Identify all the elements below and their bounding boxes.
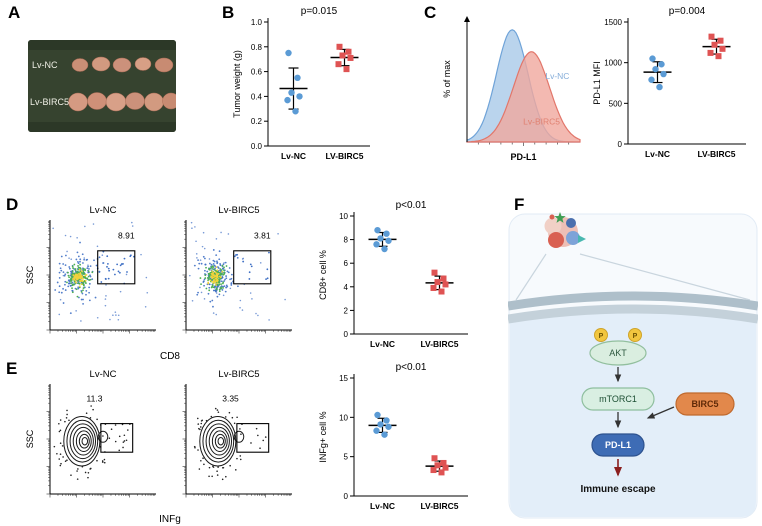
photo-row2-label: Lv-BIRC5 — [30, 97, 69, 107]
svg-text:Lv-NC: Lv-NC — [90, 205, 117, 216]
tumor-row-nc — [71, 56, 174, 73]
panel-d-label: D — [6, 195, 19, 214]
zoom-line-left — [515, 253, 547, 301]
tumor-photo-image: Lv-NC Lv-BIRC5 — [28, 40, 176, 132]
infg-percent-plot: 0 5 10 15 INFg+ cell % p<0.01 Lv-NC LV-BIRC5 — [318, 362, 468, 511]
svg-text:INFg+ cell %: INFg+ cell % — [318, 411, 328, 462]
svg-text:p=0.015: p=0.015 — [301, 6, 338, 17]
mtorc1-node: mTORC1 — [581, 387, 655, 411]
svg-text:Lv-BIRC5: Lv-BIRC5 — [218, 369, 259, 380]
svg-text:0: 0 — [344, 330, 349, 339]
membrane-outer-layer — [508, 291, 758, 311]
svg-text:11.3: 11.3 — [87, 394, 103, 404]
immune-escape-label: Immune escape — [580, 484, 655, 495]
mtorc1-label: mTORC1 — [599, 394, 637, 404]
svg-text:8.91: 8.91 — [118, 231, 135, 241]
membrane-inner-layer — [508, 304, 758, 324]
cytoplasm-region — [510, 306, 756, 517]
svg-text:Lv-NC: Lv-NC — [645, 149, 670, 159]
flow-plot-cd8-nc: Lv-NC SSC 8.91 — [25, 205, 156, 334]
svg-text:10: 10 — [339, 413, 348, 422]
svg-text:4: 4 — [344, 283, 349, 292]
svg-text:Lv-BIRC5: Lv-BIRC5 — [218, 205, 259, 216]
svg-text:Lv-NC: Lv-NC — [281, 151, 306, 161]
svg-text:10: 10 — [339, 212, 348, 221]
svg-text:0.4: 0.4 — [251, 92, 263, 101]
svg-text:500: 500 — [609, 99, 623, 108]
svg-text:Lv-NC: Lv-NC — [370, 501, 395, 511]
svg-text:LV-BIRC5: LV-BIRC5 — [420, 501, 458, 511]
panel-c-label: C — [424, 3, 437, 22]
flow-plot-infg-birc5: Lv-BIRC5 3.35 — [182, 369, 292, 498]
svg-text:% of max: % of max — [442, 60, 452, 98]
panel-f-label: F — [514, 195, 525, 214]
photo-row1-label: Lv-NC — [32, 60, 58, 70]
pdl1-histogram-plot: Lv-NC Lv-BIRC5 PD-L1 % of max — [442, 16, 581, 162]
svg-text:5: 5 — [344, 453, 349, 462]
svg-text:Tumor weight (g): Tumor weight (g) — [232, 50, 242, 118]
tumor-cell-cluster — [544, 212, 586, 248]
pdl1-label: PD-L1 — [605, 440, 631, 450]
svg-text:SSC: SSC — [25, 265, 35, 284]
svg-text:LV-BIRC5: LV-BIRC5 — [325, 151, 363, 161]
svg-text:3.35: 3.35 — [222, 394, 239, 404]
svg-text:Lv-NC: Lv-NC — [545, 71, 569, 81]
svg-text:1.0: 1.0 — [251, 18, 263, 27]
flow-plot-cd8-birc5: Lv-BIRC5 3.81 — [182, 205, 292, 334]
svg-text:0: 0 — [344, 492, 349, 501]
zoom-line-right — [579, 253, 751, 301]
akt-label: AKT — [609, 348, 627, 358]
tumor-weight-plot: 0.0 0.2 0.4 0.6 0.8 1.0 Tumor weight (g) p=0.01… — [232, 6, 370, 161]
infg-axis-label: INFg — [159, 514, 181, 525]
svg-text:0: 0 — [618, 140, 623, 149]
svg-text:15: 15 — [339, 374, 348, 383]
svg-text:0.0: 0.0 — [251, 142, 263, 151]
phospho-label-2: P — [633, 333, 638, 340]
svg-text:LV-BIRC5: LV-BIRC5 — [697, 149, 735, 159]
svg-text:0.6: 0.6 — [251, 68, 263, 77]
svg-text:PD-L1: PD-L1 — [510, 152, 536, 162]
svg-text:SSC: SSC — [25, 429, 35, 448]
star-icon — [554, 212, 566, 223]
svg-text:Lv-BIRC5: Lv-BIRC5 — [523, 116, 560, 126]
pdl1-mfi-plot: 0 500 1000 1500 PD-L1 MFI p=0.004 Lv-NC LV-BIRC… — [592, 6, 746, 159]
svg-text:LV-BIRC5: LV-BIRC5 — [420, 339, 458, 349]
svg-text:2: 2 — [344, 306, 349, 315]
phospho-label-1: P — [599, 333, 604, 340]
photo-background — [28, 40, 176, 132]
svg-text:Lv-NC: Lv-NC — [90, 369, 117, 380]
birc5-node: BIRC5 — [675, 392, 735, 416]
tumor-photo: Lv-NC Lv-BIRC5 — [28, 40, 176, 132]
panel-b-label: B — [222, 3, 235, 22]
birc5-label: BIRC5 — [691, 399, 718, 409]
svg-text:p<0.01: p<0.01 — [396, 200, 427, 211]
cd8-percent-plot: 0 2 4 6 8 10 CD8+ cell % p<0.01 Lv-NC LV-BIRC5 — [318, 200, 468, 349]
svg-text:6: 6 — [344, 259, 349, 268]
svg-text:1000: 1000 — [604, 59, 622, 68]
pdl1-node: PD-L1 — [591, 433, 645, 457]
svg-text:PD-L1 MFI: PD-L1 MFI — [592, 61, 602, 105]
svg-text:Lv-NC: Lv-NC — [370, 339, 395, 349]
tumor-row-birc5 — [68, 92, 176, 112]
svg-text:3.81: 3.81 — [254, 231, 271, 241]
akt-node: P P AKT — [589, 328, 647, 366]
panel-e-label: E — [6, 359, 18, 378]
svg-text:8: 8 — [344, 236, 349, 245]
arrow-icon — [578, 235, 586, 243]
cd8-axis-label: CD8 — [159, 351, 180, 362]
svg-text:0.2: 0.2 — [251, 117, 263, 126]
flow-plot-infg-nc: Lv-NC SSC 11.3 — [25, 369, 156, 498]
pathway-diagram: P P AKT mTORC1 BIRC5 PD-L1 Immune escape — [508, 212, 758, 519]
svg-text:0.8: 0.8 — [251, 43, 263, 52]
svg-text:p=0.004: p=0.004 — [669, 6, 706, 17]
panel-a-label: A — [8, 3, 21, 22]
arrow-birc5-pdl1 — [646, 406, 675, 419]
svg-text:CD8+ cell %: CD8+ cell % — [318, 250, 328, 300]
svg-text:1500: 1500 — [604, 18, 622, 27]
svg-text:p<0.01: p<0.01 — [396, 362, 427, 373]
